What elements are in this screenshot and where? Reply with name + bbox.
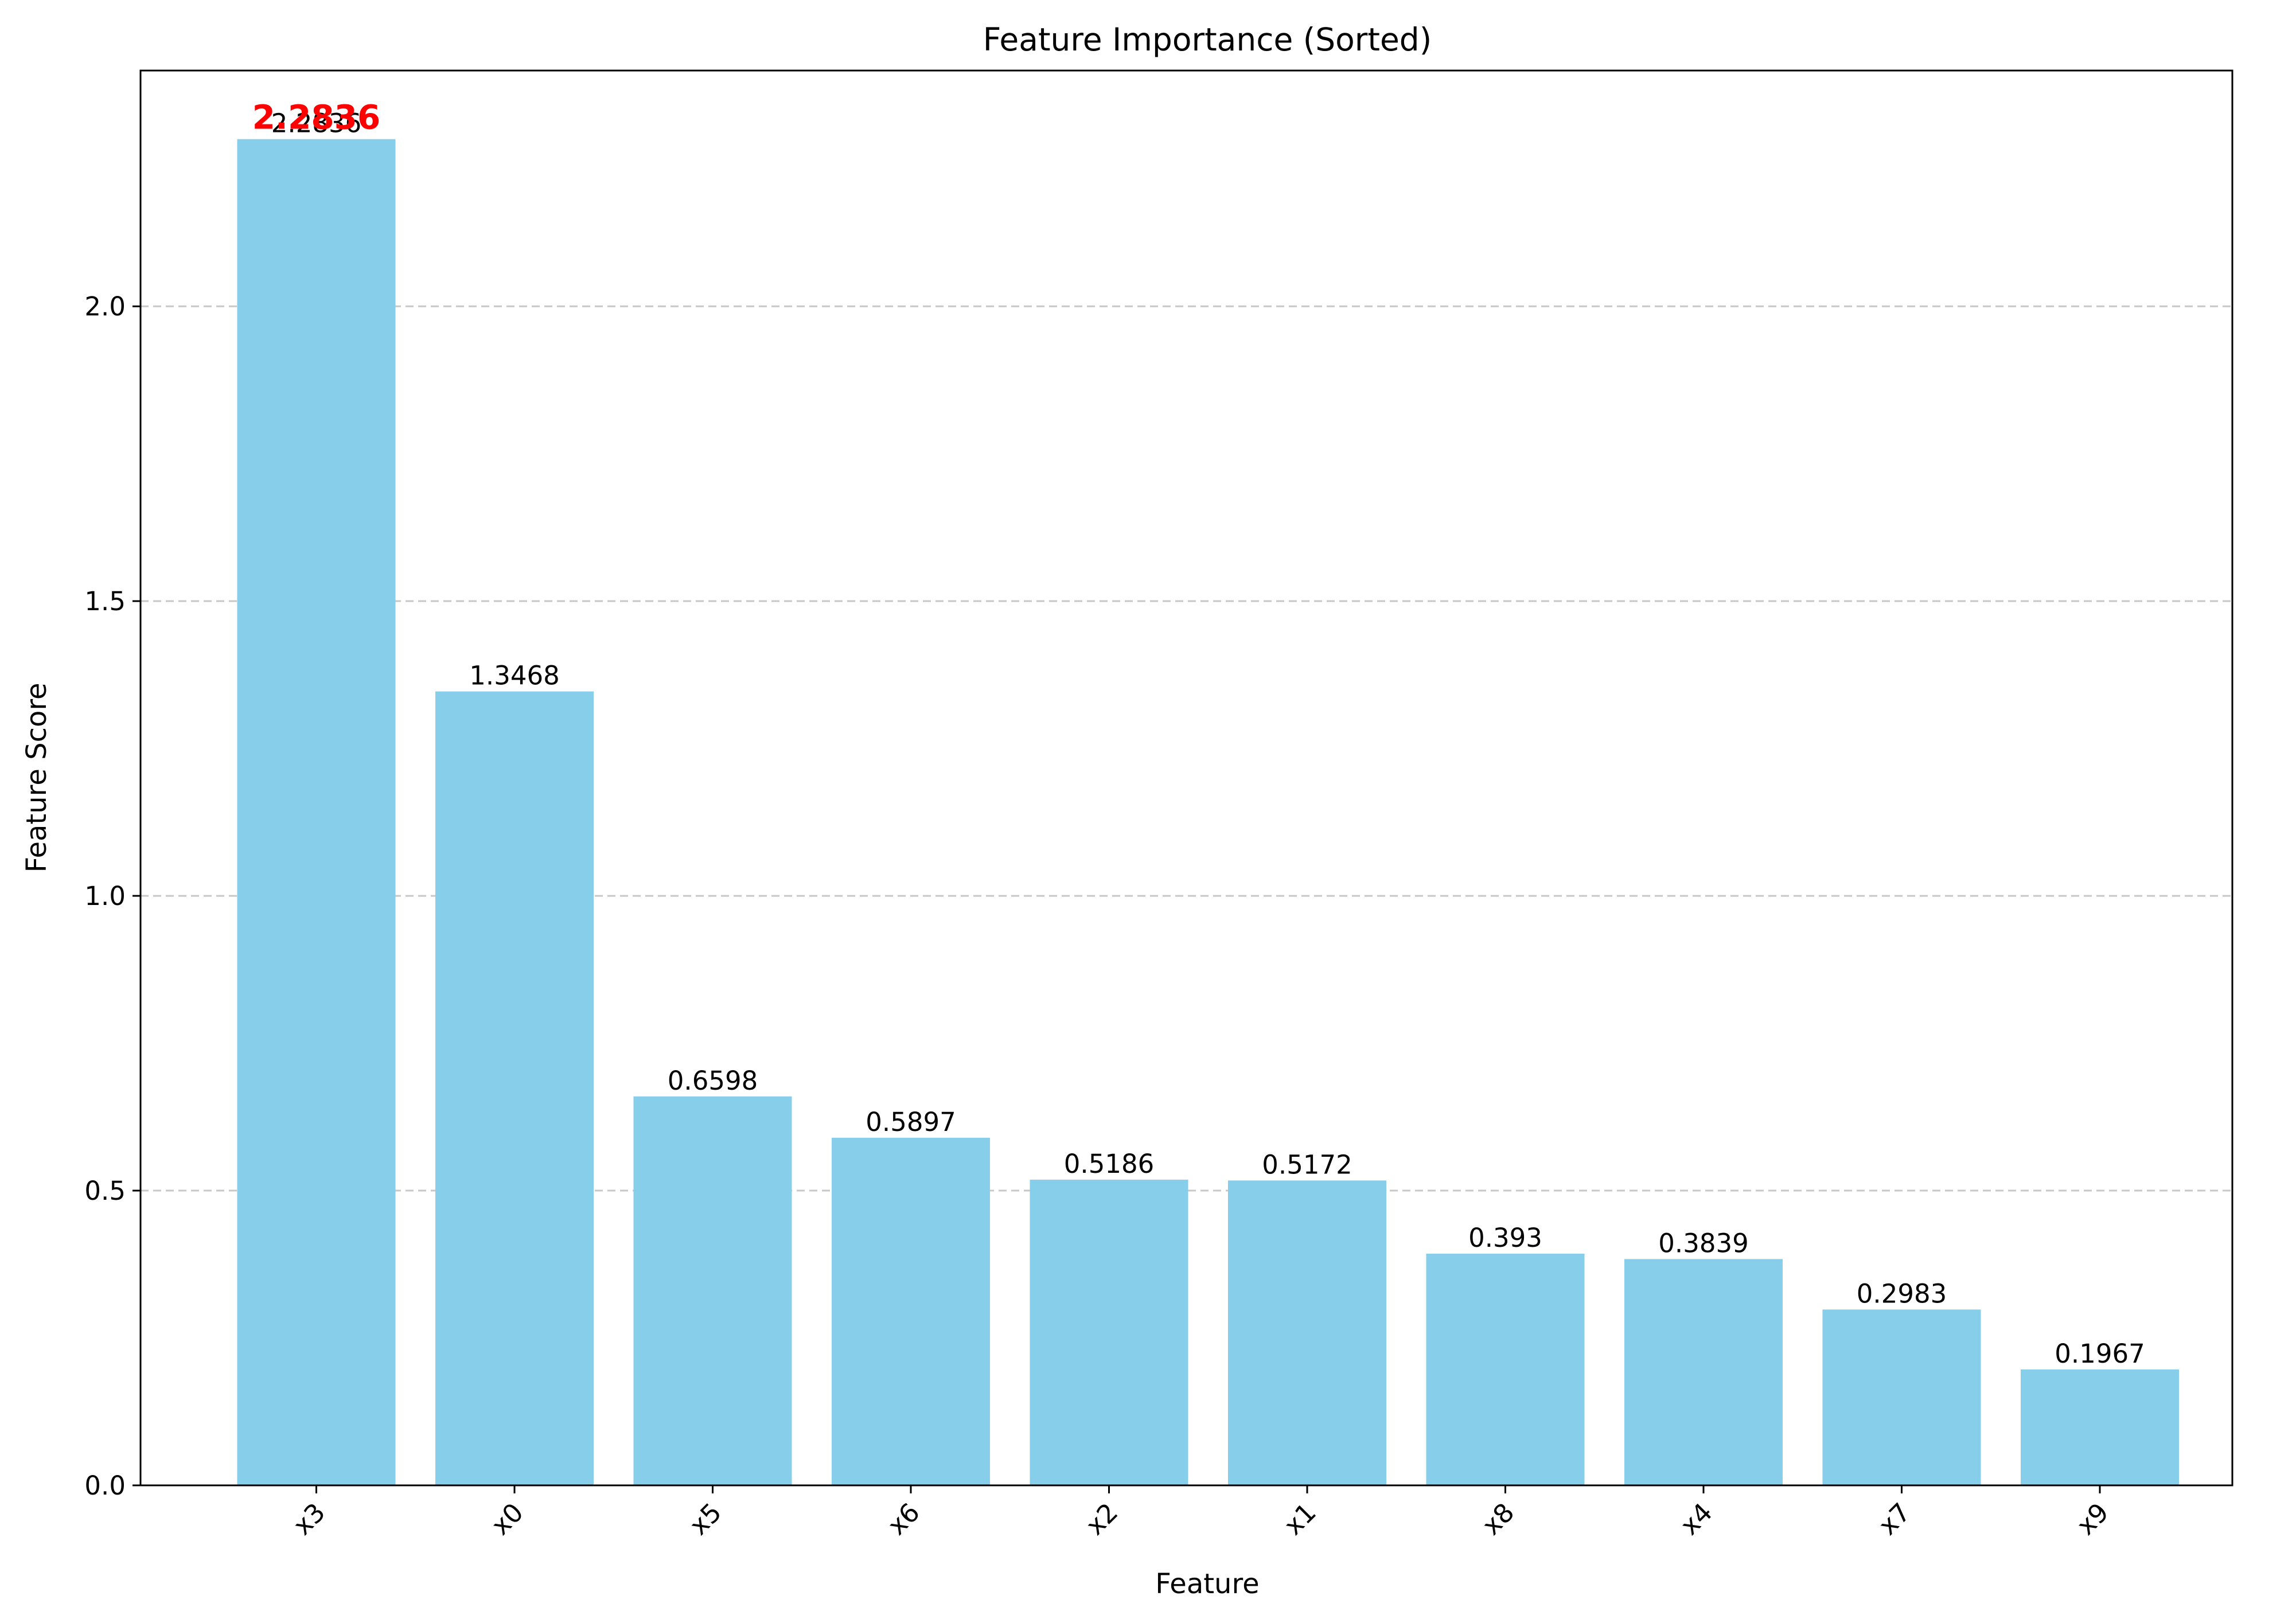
x-tick-label-x3: x3 (287, 1497, 332, 1541)
x-tick-label-x8: x8 (1476, 1497, 1521, 1541)
bar-value-label-x5: 0.6598 (668, 1066, 758, 1096)
y-tick-label: 0.5 (84, 1176, 126, 1206)
y-axis-ticks: 0.0 0.5 1.0 1.5 2.0 (84, 291, 141, 1501)
highlight-value-label: 2.2836 (252, 98, 381, 137)
x-tick-label-x5: x5 (684, 1497, 728, 1541)
bar-x4 (1624, 1259, 1783, 1485)
bar-value-label-x0: 1.3468 (469, 661, 559, 691)
bar-value-label-x9: 0.1967 (2055, 1339, 2145, 1369)
x-axis-label: Feature (1155, 1568, 1259, 1600)
x-tick-label-x9: x9 (2071, 1497, 2115, 1541)
bar-value-label-x1: 0.5172 (1262, 1149, 1352, 1180)
bar-x3 (237, 139, 396, 1486)
bars: 2.2836 1.3468 0.6598 0.5897 0.5186 0.5172 0.39… (237, 98, 2179, 1486)
bar-value-label-x8: 0.393 (1468, 1223, 1542, 1253)
chart-title: Feature Importance (Sorted) (983, 21, 1432, 58)
x-tick-label-x2: x2 (1080, 1497, 1124, 1541)
bar-x6 (832, 1137, 990, 1485)
y-tick-label: 0.0 (84, 1470, 126, 1501)
y-tick-label: 2.0 (84, 291, 126, 322)
bar-x7 (1822, 1309, 1981, 1485)
plot-frame (139, 69, 2233, 1487)
bar-x1 (1228, 1180, 1386, 1485)
y-tick-label: 1.5 (84, 586, 126, 617)
bar-x0 (435, 691, 594, 1485)
bar-value-label-x7: 0.2983 (1857, 1278, 1947, 1309)
bar-x5 (633, 1096, 792, 1485)
x-tick-label-x0: x0 (485, 1497, 529, 1541)
bar-value-label-x4: 0.3839 (1658, 1228, 1748, 1258)
x-tick-label-x1: x1 (1278, 1497, 1322, 1541)
y-axis-label: Feature Score (21, 682, 53, 872)
x-axis-ticks: x3 x0 x5 x6 x2 x1 x8 x4 x7 x9 (287, 1485, 2115, 1541)
bar-value-label-x3: 2.2836 (271, 108, 361, 139)
x-tick-label-x7: x7 (1873, 1497, 1917, 1541)
x-tick-label-x4: x4 (1674, 1497, 1718, 1541)
y-tick-label: 1.0 (84, 881, 126, 911)
x-tick-label-x6: x6 (882, 1497, 926, 1541)
bar-x9 (2021, 1369, 2179, 1485)
bar-value-label-x6: 0.5897 (866, 1107, 956, 1137)
bar-x8 (1426, 1254, 1585, 1485)
bar-value-label-x2: 0.5186 (1064, 1149, 1154, 1179)
bar-x2 (1030, 1179, 1188, 1485)
